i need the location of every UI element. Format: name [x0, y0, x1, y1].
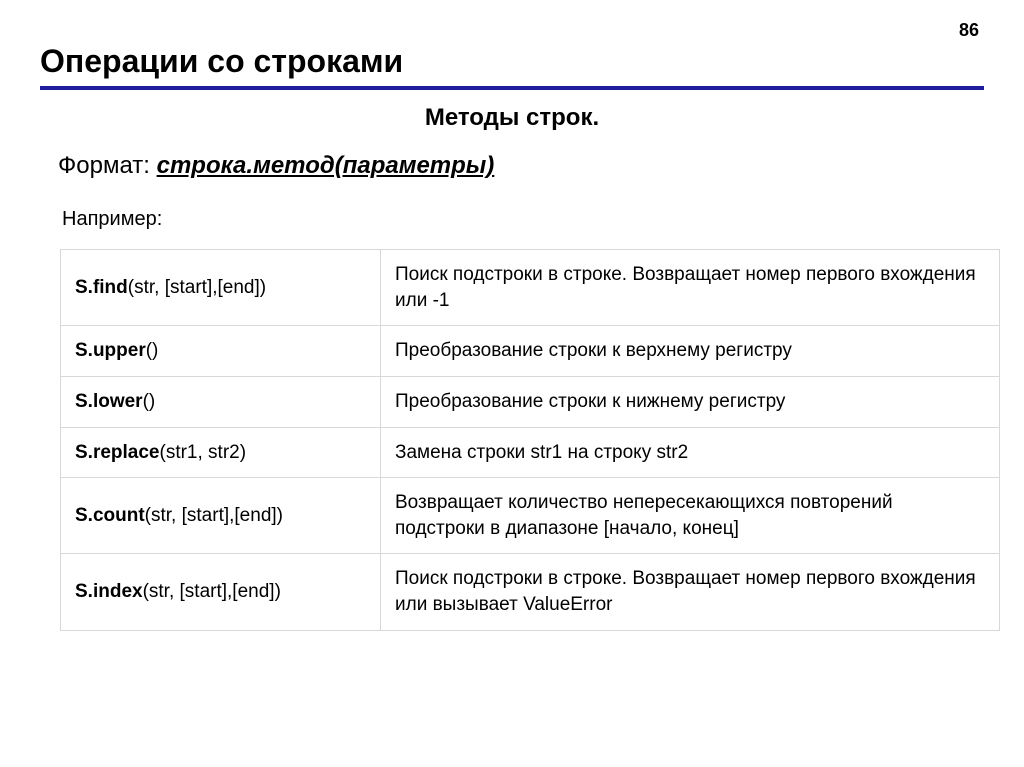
- method-name: S.lower: [75, 391, 143, 412]
- description-cell: Возвращает количество непересекающихся п…: [381, 478, 1000, 554]
- table-row: S.find(str, [start],[end]) Поиск подстро…: [61, 250, 1000, 326]
- method-params: (): [146, 340, 159, 361]
- methods-table: S.find(str, [start],[end]) Поиск подстро…: [60, 249, 1000, 631]
- page-number: 86: [40, 20, 984, 41]
- table-row: S.count(str, [start],[end]) Возвращает к…: [61, 478, 1000, 554]
- method-name: S.count: [75, 505, 145, 526]
- format-line: Формат: строка.метод(параметры): [58, 152, 984, 180]
- method-name: S.index: [75, 581, 143, 602]
- method-cell: S.lower(): [61, 376, 381, 427]
- table-row: S.index(str, [start],[end]) Поиск подстр…: [61, 554, 1000, 630]
- method-cell: S.index(str, [start],[end]): [61, 554, 381, 630]
- format-pattern: строка.метод(параметры): [157, 152, 495, 179]
- table-row: S.lower() Преобразование строки к нижнем…: [61, 376, 1000, 427]
- method-cell: S.upper(): [61, 326, 381, 377]
- format-label: Формат:: [58, 152, 157, 179]
- method-name: S.find: [75, 277, 128, 298]
- methods-table-body: S.find(str, [start],[end]) Поиск подстро…: [61, 250, 1000, 631]
- method-params: (str1, str2): [160, 442, 247, 463]
- description-cell: Замена строки str1 на строку str2: [381, 427, 1000, 478]
- description-cell: Поиск подстроки в строке. Возвращает ном…: [381, 554, 1000, 630]
- method-cell: S.find(str, [start],[end]): [61, 250, 381, 326]
- method-name: S.replace: [75, 442, 160, 463]
- description-cell: Преобразование строки к верхнему регистр…: [381, 326, 1000, 377]
- subtitle: Методы строк.: [40, 104, 984, 132]
- method-params: (): [143, 391, 156, 412]
- method-params: (str, [start],[end]): [143, 581, 281, 602]
- example-label: Например:: [62, 208, 984, 231]
- method-cell: S.count(str, [start],[end]): [61, 478, 381, 554]
- method-cell: S.replace(str1, str2): [61, 427, 381, 478]
- method-params: (str, [start],[end]): [128, 277, 266, 298]
- page-title: Операции со строками: [40, 43, 984, 90]
- method-params: (str, [start],[end]): [145, 505, 283, 526]
- description-cell: Поиск подстроки в строке. Возвращает ном…: [381, 250, 1000, 326]
- description-cell: Преобразование строки к нижнему регистру: [381, 376, 1000, 427]
- table-row: S.replace(str1, str2) Замена строки str1…: [61, 427, 1000, 478]
- table-row: S.upper() Преобразование строки к верхне…: [61, 326, 1000, 377]
- method-name: S.upper: [75, 340, 146, 361]
